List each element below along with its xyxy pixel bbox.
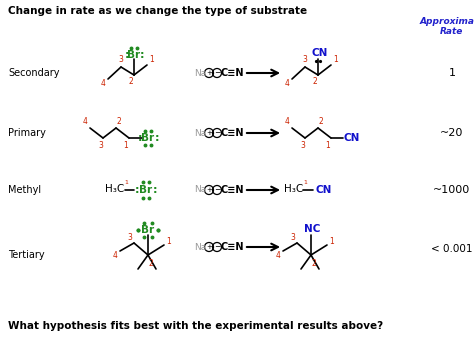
Text: 3: 3 <box>99 141 103 149</box>
Text: Br: Br <box>139 185 153 195</box>
Text: Na: Na <box>194 69 206 77</box>
Text: NC: NC <box>304 224 320 234</box>
Text: 1: 1 <box>124 141 128 149</box>
Text: +: + <box>206 187 212 193</box>
Text: −: − <box>214 185 220 194</box>
Text: C≡N: C≡N <box>220 242 244 252</box>
Text: Approximate: Approximate <box>419 18 474 26</box>
Text: 2: 2 <box>149 259 154 267</box>
Text: H₃C: H₃C <box>105 184 124 194</box>
Text: ~1000: ~1000 <box>433 185 471 195</box>
Text: +: + <box>206 130 212 136</box>
Text: CN: CN <box>316 185 332 195</box>
Text: :: : <box>140 50 144 60</box>
Text: Br: Br <box>141 225 155 235</box>
Text: 4: 4 <box>284 118 290 126</box>
Text: Na: Na <box>194 128 206 138</box>
Text: −: − <box>214 242 220 251</box>
Text: −: − <box>214 128 220 137</box>
Text: < 0.001: < 0.001 <box>431 244 473 254</box>
Text: C≡N: C≡N <box>220 185 244 195</box>
Text: C≡N: C≡N <box>220 68 244 78</box>
Text: 2: 2 <box>117 117 121 125</box>
Text: ~20: ~20 <box>440 128 464 138</box>
Text: 1: 1 <box>303 180 307 186</box>
Text: Secondary: Secondary <box>8 68 60 78</box>
Text: :: : <box>153 185 157 195</box>
Text: 2: 2 <box>128 77 133 87</box>
Text: +: + <box>206 70 212 76</box>
Text: H₃C: H₃C <box>284 184 303 194</box>
Text: +: + <box>206 244 212 250</box>
Text: CN: CN <box>344 133 360 143</box>
Text: 2: 2 <box>313 77 318 87</box>
Text: Br: Br <box>128 50 141 60</box>
Text: 4: 4 <box>275 250 281 260</box>
Text: CN: CN <box>312 48 328 58</box>
Text: 4: 4 <box>100 79 105 89</box>
Text: Na: Na <box>194 242 206 251</box>
Text: 1: 1 <box>448 68 456 78</box>
Text: C≡N: C≡N <box>220 128 244 138</box>
Text: 4: 4 <box>112 250 118 260</box>
Text: :: : <box>135 185 139 195</box>
Text: 3: 3 <box>128 233 132 241</box>
Text: What hypothesis fits best with the experimental results above?: What hypothesis fits best with the exper… <box>8 321 383 331</box>
Text: 2: 2 <box>319 117 323 125</box>
Text: Na: Na <box>194 186 206 194</box>
Text: 1: 1 <box>334 55 338 65</box>
Text: 1: 1 <box>124 180 128 186</box>
Text: 1: 1 <box>326 141 330 149</box>
Text: 3: 3 <box>302 55 308 65</box>
Text: 4: 4 <box>284 79 290 89</box>
Text: 1: 1 <box>150 55 155 65</box>
Text: 3: 3 <box>301 141 305 149</box>
Text: Change in rate as we change the type of substrate: Change in rate as we change the type of … <box>8 6 307 16</box>
Text: Tertiary: Tertiary <box>8 250 45 260</box>
Text: Br: Br <box>141 133 155 143</box>
Text: −: − <box>214 68 220 77</box>
Text: :: : <box>125 50 129 60</box>
Text: 3: 3 <box>291 233 295 241</box>
Text: Primary: Primary <box>8 128 46 138</box>
Text: Methyl: Methyl <box>8 185 41 195</box>
Text: :: : <box>155 133 159 143</box>
Text: 1: 1 <box>167 237 172 245</box>
Text: 2: 2 <box>311 259 316 267</box>
Text: 3: 3 <box>118 55 123 65</box>
Text: 1: 1 <box>329 237 334 245</box>
Text: Rate: Rate <box>440 27 464 37</box>
Text: 4: 4 <box>82 118 87 126</box>
Text: :: : <box>138 133 142 143</box>
